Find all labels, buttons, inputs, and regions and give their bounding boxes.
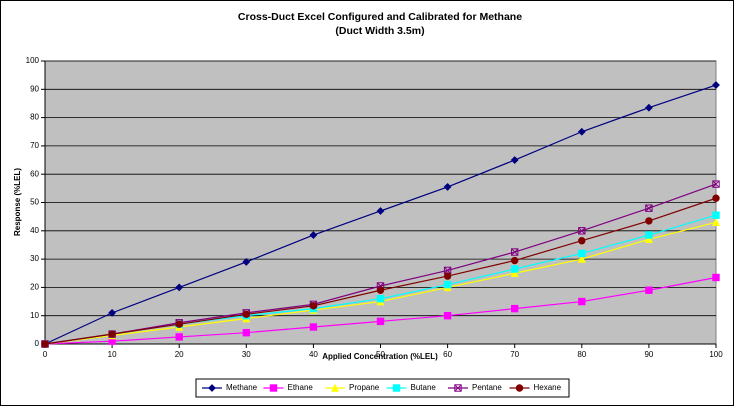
y-axis-label: Response (%LEL) [13, 168, 22, 236]
marker-box [645, 204, 653, 212]
marker [175, 320, 183, 328]
marker [309, 323, 318, 331]
marker [454, 384, 462, 392]
marker [242, 258, 251, 266]
y-tick-label: 30 [30, 254, 39, 263]
marker [644, 234, 653, 243]
legend-box [195, 378, 570, 398]
marker [578, 249, 586, 258]
marker [645, 204, 653, 212]
y-tick-label: 40 [30, 226, 39, 235]
marker-box [712, 180, 720, 188]
y-tick-label: 90 [30, 84, 39, 93]
marker [41, 340, 49, 348]
y-tick-label: 100 [26, 56, 40, 65]
marker [712, 211, 720, 219]
marker [511, 265, 519, 273]
y-tick-label: 60 [30, 169, 39, 178]
legend-label: Butane [411, 383, 437, 392]
marker-box [578, 227, 586, 235]
chart-title: Cross-Duct Excel Configured and Calibrat… [238, 11, 522, 23]
marker-cross [578, 227, 586, 235]
x-tick-label: 70 [510, 350, 519, 359]
marker [511, 256, 519, 265]
marker [712, 194, 720, 202]
marker [515, 384, 524, 392]
marker [511, 248, 519, 256]
marker [510, 268, 519, 277]
marker [712, 180, 720, 188]
y-tick-label: 20 [30, 283, 39, 292]
marker [578, 237, 586, 245]
x-tick-label: 40 [309, 350, 318, 359]
marker-box [454, 384, 462, 392]
marker [645, 217, 653, 225]
marker [269, 384, 278, 392]
marker-cross [454, 384, 462, 392]
marker [443, 272, 452, 280]
marker [578, 297, 586, 306]
marker [645, 231, 653, 239]
marker [208, 384, 216, 392]
marker [711, 217, 721, 227]
x-tick-label: 50 [376, 350, 385, 359]
x-tick-label: 30 [242, 350, 251, 359]
legend-label: Methane [226, 383, 258, 392]
x-tick-label: 60 [443, 350, 452, 359]
marker-cross [444, 266, 452, 274]
marker [376, 295, 385, 303]
marker [645, 286, 653, 294]
marker [443, 183, 452, 191]
marker [376, 286, 385, 294]
legend-label: Propane [349, 383, 380, 392]
y-tick-label: 50 [30, 198, 39, 207]
chart-subtitle: (Duct Width 3.5m) [335, 25, 424, 37]
x-tick-label: 0 [43, 350, 48, 359]
x-axis-label: Applied Concentration (%LEL) [322, 352, 438, 361]
marker-cross [712, 180, 720, 188]
marker [511, 304, 519, 313]
y-tick-label: 10 [30, 311, 39, 320]
y-tick-label: 80 [30, 113, 39, 122]
marker [330, 383, 340, 392]
legend-label: Ethane [288, 383, 314, 392]
marker [392, 384, 401, 392]
legend: Methane Ethane Propane Butane Pentane Hexane [195, 378, 570, 398]
marker [376, 207, 385, 215]
marker [577, 127, 586, 136]
marker [242, 310, 251, 318]
marker [644, 103, 653, 112]
marker [108, 308, 117, 317]
x-tick-label: 80 [577, 350, 586, 359]
marker [309, 302, 318, 310]
y-tick-label: 70 [30, 141, 39, 150]
x-tick-label: 10 [108, 350, 117, 359]
marker [175, 283, 184, 292]
legend-label: Hexane [534, 383, 562, 392]
marker [712, 81, 720, 89]
marker [376, 317, 385, 326]
legend-label: Pentane [472, 383, 502, 392]
marker [108, 330, 116, 338]
marker [443, 312, 452, 320]
x-tick-label: 100 [709, 350, 723, 359]
marker [577, 254, 586, 263]
marker [175, 333, 183, 341]
marker-cross [511, 248, 519, 256]
y-tick-label: 0 [35, 339, 40, 348]
marker-box [511, 248, 519, 256]
x-tick-label: 90 [644, 350, 653, 359]
marker [578, 227, 586, 235]
marker [443, 280, 452, 289]
marker [510, 156, 519, 164]
marker [309, 231, 318, 239]
marker [712, 273, 720, 282]
marker [242, 328, 251, 337]
x-tick-label: 20 [175, 350, 184, 359]
marker-cross [645, 204, 653, 212]
